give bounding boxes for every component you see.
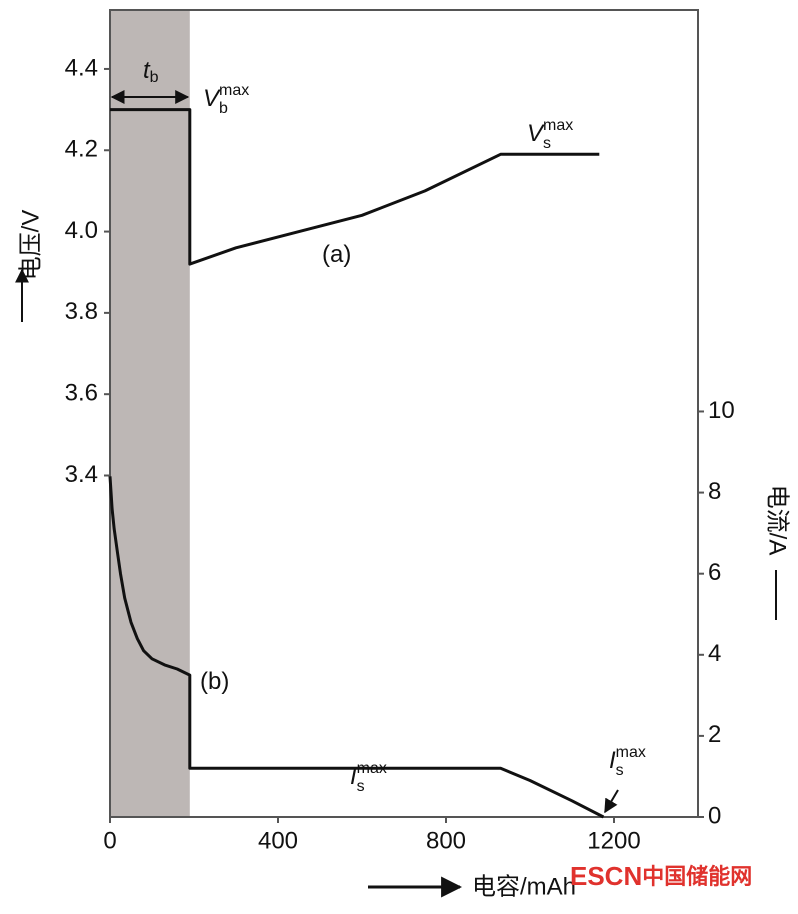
annotation-sub: b	[150, 69, 159, 86]
annotation-text: V	[203, 85, 221, 112]
annotation-sup: max	[543, 117, 573, 134]
x-tick-label: 0	[103, 827, 116, 854]
y-tick-label: 3.4	[65, 461, 98, 488]
y-tick-label: 4.2	[65, 136, 98, 163]
x-axis-label: 电容/mAh	[472, 873, 576, 900]
x-tick-label: 800	[426, 827, 466, 854]
y2-tick-label: 0	[708, 802, 721, 829]
annotation-sub: s	[616, 762, 624, 779]
y-tick-label: 3.6	[65, 380, 98, 407]
y2-tick-label: 2	[708, 721, 721, 748]
y2-tick-label: 10	[708, 397, 735, 424]
annotation: Imax s	[609, 744, 646, 779]
y2-tick-label: 6	[708, 559, 721, 586]
annotation-text: I	[350, 763, 357, 790]
y2-tick-label: 4	[708, 640, 721, 667]
annotation-text: V	[527, 120, 545, 147]
annotation: Vmax b	[203, 82, 249, 117]
pointer-arrow	[604, 789, 619, 814]
y-tick-label: 3.8	[65, 298, 98, 325]
annotation: tb	[143, 57, 159, 86]
y-axis-label: 电压/V	[17, 210, 44, 281]
annotation: (a)	[322, 241, 351, 268]
watermark-b: 中国储能网	[642, 864, 752, 889]
x-tick-label: 1200	[587, 827, 640, 854]
annotation-text: I	[609, 747, 616, 774]
annotation-sup: max	[219, 82, 249, 99]
plot-frame	[109, 9, 699, 818]
annotation: Imax s	[350, 760, 387, 795]
annotation-sub: s	[543, 135, 551, 152]
watermark: ESCN中国储能网	[570, 861, 752, 891]
shade-layer	[110, 10, 190, 817]
annotation-sub: b	[219, 100, 228, 117]
data-line	[110, 108, 600, 266]
annotation-text: (b)	[200, 668, 229, 695]
watermark-a: ESCN	[570, 861, 642, 891]
y2-tick-label: 8	[708, 478, 721, 505]
annotation: Vmax s	[527, 117, 573, 152]
annotation-sup: max	[616, 744, 646, 761]
data-line	[108, 476, 605, 819]
annotation-text: t	[143, 57, 151, 84]
x-tick-label: 400	[258, 827, 298, 854]
annotation-sub: s	[357, 778, 365, 795]
annotation-text: (a)	[322, 241, 351, 268]
shaded-region	[110, 10, 190, 817]
annotation: (b)	[200, 668, 229, 695]
y-tick-label: 4.0	[65, 217, 98, 244]
y-tick-label: 4.4	[65, 54, 98, 81]
y2-axis-label: 电流/A	[764, 485, 791, 556]
